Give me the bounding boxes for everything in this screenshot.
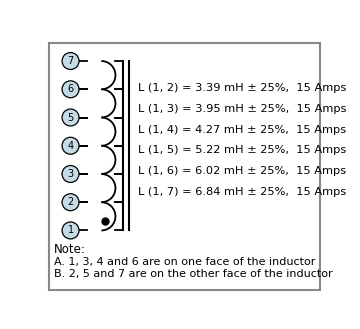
Circle shape [62,165,79,183]
Circle shape [62,137,79,154]
Circle shape [62,53,79,69]
Text: L (1, 5) = 5.22 mH ± 25%,  15 Amps: L (1, 5) = 5.22 mH ± 25%, 15 Amps [138,145,347,155]
Text: 1: 1 [67,225,73,236]
Text: 7: 7 [67,56,74,66]
Circle shape [62,109,79,126]
Text: 5: 5 [67,113,74,122]
Text: A. 1, 3, 4 and 6 are on one face of the inductor: A. 1, 3, 4 and 6 are on one face of the … [54,257,315,267]
Text: 6: 6 [67,84,73,94]
Circle shape [62,81,79,98]
Text: 2: 2 [67,197,74,207]
Text: 4: 4 [67,141,73,151]
Text: L (1, 4) = 4.27 mH ± 25%,  15 Amps: L (1, 4) = 4.27 mH ± 25%, 15 Amps [138,125,346,135]
Text: Note:: Note: [54,243,85,256]
Text: B. 2, 5 and 7 are on the other face of the inductor: B. 2, 5 and 7 are on the other face of t… [54,269,332,279]
Text: L (1, 2) = 3.39 mH ± 25%,  15 Amps: L (1, 2) = 3.39 mH ± 25%, 15 Amps [138,83,347,93]
Text: L (1, 6) = 6.02 mH ± 25%,  15 Amps: L (1, 6) = 6.02 mH ± 25%, 15 Amps [138,166,346,176]
Text: 3: 3 [67,169,73,179]
Text: L (1, 7) = 6.84 mH ± 25%,  15 Amps: L (1, 7) = 6.84 mH ± 25%, 15 Amps [138,187,347,197]
Text: L (1, 3) = 3.95 mH ± 25%,  15 Amps: L (1, 3) = 3.95 mH ± 25%, 15 Amps [138,104,347,114]
Circle shape [62,222,79,239]
Circle shape [62,194,79,211]
